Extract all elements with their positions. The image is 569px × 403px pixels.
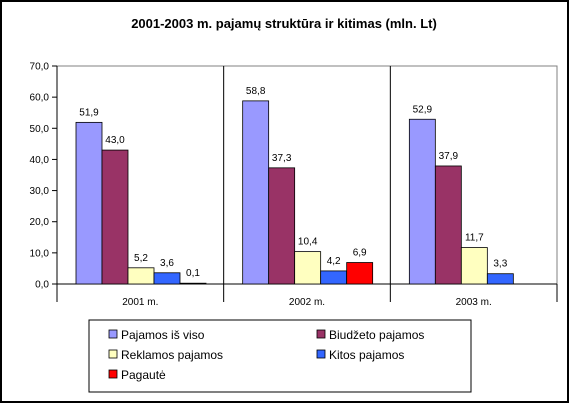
y-tick-label: 20,0 — [30, 217, 50, 228]
legend-label: Reklamos pajamos — [121, 348, 223, 362]
legend-box — [88, 319, 472, 393]
legend-swatch — [316, 329, 326, 339]
data-label: 51,9 — [79, 107, 99, 118]
legend-label: Pajamos iš viso — [121, 328, 205, 342]
x-tick-label: 2003 m. — [456, 297, 492, 308]
data-label: 43,0 — [105, 135, 125, 146]
bar — [460, 247, 488, 285]
bar — [179, 282, 207, 285]
data-label: 6,9 — [353, 248, 367, 259]
y-tick-label: 50,0 — [30, 124, 50, 135]
bar — [434, 165, 462, 285]
y-tick-label: 60,0 — [30, 93, 50, 104]
bar — [268, 167, 296, 285]
y-tick-label: 30,0 — [30, 186, 50, 197]
bar — [408, 118, 436, 285]
bar — [127, 267, 155, 285]
x-tick-label: 2001 m. — [122, 297, 158, 308]
data-label: 58,8 — [246, 86, 266, 97]
legend-swatch — [108, 349, 118, 359]
data-label: 0,1 — [186, 268, 200, 279]
y-tick-label: 70,0 — [30, 62, 50, 73]
legend-swatch — [108, 329, 118, 339]
legend-swatch — [108, 369, 118, 379]
data-label: 3,3 — [493, 259, 507, 270]
y-tick-label: 10,0 — [30, 248, 50, 259]
x-tick-label: 2002 m. — [289, 297, 325, 308]
data-label: 37,9 — [439, 151, 459, 162]
legend-label: Kitos pajamos — [329, 348, 404, 362]
legend-label: Biudžeto pajamos — [329, 328, 424, 342]
legend-label: Pagautė — [121, 368, 166, 382]
chart-title: 2001-2003 m. pajamų struktūra ir kitimas… — [131, 16, 437, 31]
bar — [486, 273, 514, 285]
bar — [101, 149, 129, 285]
y-tick-label: 40,0 — [30, 155, 50, 166]
data-label: 10,4 — [298, 237, 318, 248]
bar — [242, 100, 270, 285]
y-tick-label: 0,0 — [35, 280, 49, 291]
data-label: 11,7 — [465, 233, 484, 244]
plot-area: 0,0 10,0 20,0 30,0 40,0 50,0 60,0 70,0 2001 m. 20… — [30, 62, 558, 308]
bar — [75, 121, 103, 285]
legend: Pajamos iš viso Biudžeto pajamos Reklamos … — [88, 319, 472, 393]
bar — [346, 262, 374, 285]
bar — [294, 251, 322, 285]
data-label: 4,2 — [327, 256, 341, 267]
data-label: 5,2 — [134, 253, 148, 264]
bar — [320, 270, 348, 285]
bar — [153, 272, 181, 285]
data-label: 3,6 — [160, 258, 174, 269]
legend-swatch — [316, 349, 326, 359]
data-label: 52,9 — [413, 104, 433, 115]
data-label: 37,3 — [272, 153, 292, 164]
